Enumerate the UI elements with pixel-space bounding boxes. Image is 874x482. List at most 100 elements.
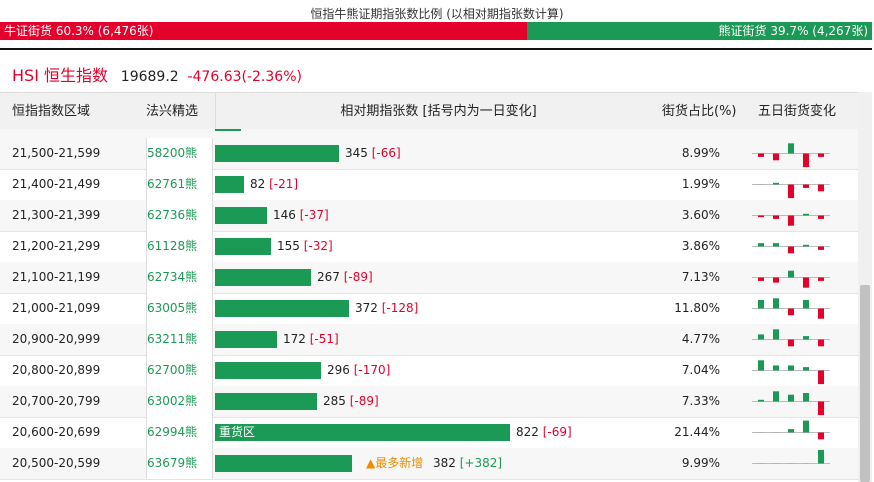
five-day-sparkline: [752, 449, 830, 464]
row-pick-code[interactable]: 62734熊: [147, 270, 198, 284]
five-day-bar: [818, 215, 824, 219]
row-delta: [-37]: [299, 208, 329, 222]
header-relative: 相对期指张数 [括号内为一日变化]: [215, 93, 661, 130]
row-delta: [-170]: [353, 363, 391, 377]
row-delta: [-89]: [343, 270, 373, 284]
row-pct: 21.44%: [674, 425, 720, 439]
scrollbar-thumb[interactable]: [860, 285, 870, 482]
row-bar: [215, 362, 321, 379]
row-pick-code[interactable]: 63005熊: [147, 301, 198, 315]
row-pick-link[interactable]: 62761熊: [146, 169, 213, 200]
row-pick-link[interactable]: 61128熊: [146, 231, 213, 262]
row-pick-link[interactable]: 62736熊: [146, 200, 213, 231]
row-pct: 7.04%: [681, 363, 720, 377]
most-added-tag: ▲最多新增: [366, 456, 424, 470]
table-row: 21,500-21,599 58200熊 345 [-66] 8.99%: [0, 138, 858, 170]
row-pick-link[interactable]: 62700熊: [146, 355, 213, 386]
five-day-bar: [758, 399, 764, 402]
partial-bar: [215, 129, 241, 131]
five-day-sparkline: [752, 360, 830, 385]
row-value-number: 155: [277, 239, 300, 253]
row-region: 20,700-20,799: [12, 394, 101, 408]
row-delta: [+382]: [459, 456, 503, 470]
five-day-sparkline: [752, 391, 830, 416]
five-day-sparkline: [752, 182, 830, 199]
row-value: 285 [-89]: [323, 386, 379, 417]
row-region: 20,500-20,599: [12, 456, 101, 470]
five-day-bar: [818, 308, 824, 319]
row-pick-code[interactable]: 62994熊: [147, 425, 198, 439]
row-pick-code[interactable]: 63002熊: [147, 394, 198, 408]
index-change: -476.63(-2.36%): [187, 69, 302, 85]
five-day-sparkline: [752, 213, 830, 226]
five-day-bar: [773, 365, 779, 371]
five-day-bar: [803, 420, 809, 433]
row-region: 20,600-20,699: [12, 425, 101, 439]
row-pick-link[interactable]: 63005熊: [146, 293, 213, 324]
row-pick-link[interactable]: 62994熊: [146, 417, 213, 448]
row-region: 21,200-21,299: [12, 239, 101, 253]
row-value-number: 382: [433, 456, 456, 470]
five-day-bar: [803, 277, 809, 288]
five-day-bar: [773, 215, 779, 219]
table-row: 21,200-21,299 61128熊 155 [-32] 3.86%: [0, 231, 858, 263]
row-value-number: 82: [250, 177, 266, 191]
row-pct: 1.99%: [681, 177, 720, 191]
row-bar: [215, 393, 317, 410]
five-day-bar: [773, 243, 779, 247]
row-value: 345 [-66]: [345, 138, 401, 169]
five-day-bar: [788, 246, 794, 254]
row-value-number: 372: [355, 301, 378, 315]
row-value: 155 [-32]: [277, 231, 333, 262]
row-pick-code[interactable]: 62736熊: [147, 208, 198, 222]
row-delta: [-89]: [349, 394, 379, 408]
row-pick-code[interactable]: 61128熊: [147, 239, 198, 253]
five-day-bar: [803, 213, 809, 216]
table-row: 21,100-21,199 62734熊 267 [-89] 7.13%: [0, 262, 858, 294]
index-name[interactable]: HSI 恒生指数: [12, 66, 108, 85]
index-price: 19689.2: [120, 69, 179, 85]
five-day-bar: [788, 143, 794, 154]
row-pick-link[interactable]: 63211熊: [146, 324, 213, 355]
row-delta: [-21]: [269, 177, 299, 191]
five-day-bar: [773, 329, 779, 340]
row-delta: [-66]: [371, 146, 401, 160]
row-pick-link[interactable]: 62734熊: [146, 262, 213, 293]
row-value-number: 172: [283, 332, 306, 346]
row-bar: [215, 331, 277, 348]
row-pick-code[interactable]: 62761熊: [147, 177, 198, 191]
five-day-bar: [818, 339, 824, 347]
row-pct: 8.99%: [681, 146, 720, 160]
bull-ratio-segment: 牛证街货 60.3% (6,476张): [0, 22, 527, 40]
row-region: 21,300-21,399: [12, 208, 101, 222]
divider: [0, 48, 872, 50]
row-pick-code[interactable]: 58200熊: [147, 146, 198, 160]
row-pick-link[interactable]: 63679熊: [146, 448, 213, 479]
row-pct: 7.13%: [681, 270, 720, 284]
five-day-bar: [803, 367, 809, 371]
row-pick-code[interactable]: 63211熊: [147, 332, 198, 346]
table-row: 20,600-20,699 62994熊 重货区 822 [-69] 21.44%: [0, 417, 858, 449]
row-region: 21,400-21,499: [12, 177, 101, 191]
row-pick-link[interactable]: 63002熊: [146, 386, 213, 417]
five-day-bar: [818, 246, 824, 250]
table-row: 20,500-20,599 63679熊 ▲最多新增 382 [+382] 9.99%: [0, 448, 858, 480]
five-day-bar: [818, 277, 824, 281]
table-row: 20,900-20,999 63211熊 172 [-51] 4.77%: [0, 324, 858, 356]
row-pick-link[interactable]: 58200熊: [146, 138, 213, 169]
row-value: 172 [-51]: [283, 324, 339, 355]
header-region: 恒指指数区域: [12, 104, 91, 119]
five-day-bar: [818, 401, 824, 416]
header-five-day: 五日街货变化: [758, 104, 837, 119]
row-region: 21,100-21,199: [12, 270, 101, 284]
row-pct: 3.60%: [681, 208, 720, 222]
table-row: 21,000-21,099 63005熊 372 [-128] 11.80%: [0, 293, 858, 325]
row-pick-code[interactable]: 63679熊: [147, 456, 198, 470]
five-day-bar: [773, 182, 779, 185]
row-bar: [215, 300, 349, 317]
row-pick-code[interactable]: 62700熊: [147, 363, 198, 377]
five-day-sparkline: [752, 143, 830, 168]
row-delta: [-32]: [303, 239, 333, 253]
row-pct: 11.80%: [674, 301, 720, 315]
five-day-bar: [773, 153, 779, 161]
